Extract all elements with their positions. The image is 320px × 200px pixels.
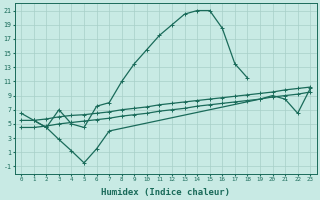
X-axis label: Humidex (Indice chaleur): Humidex (Indice chaleur) (101, 188, 230, 197)
